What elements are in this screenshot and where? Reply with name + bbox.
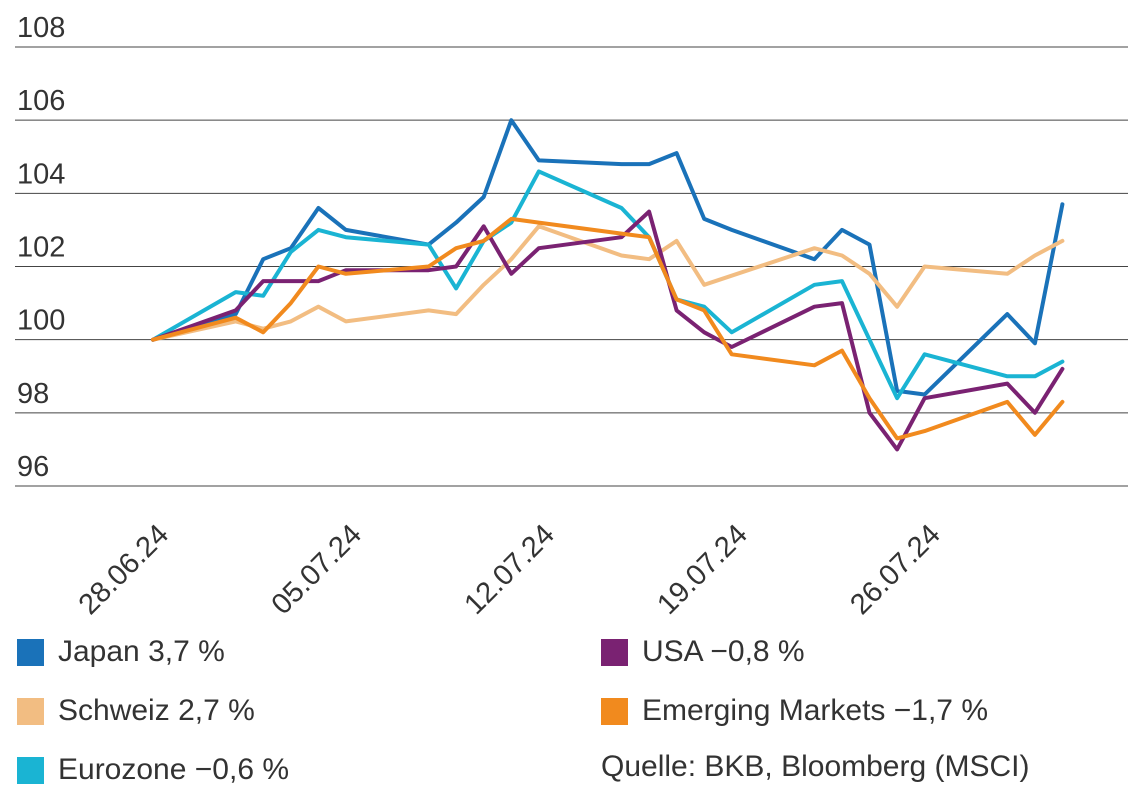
legend-swatch (601, 638, 628, 666)
y-tick-label: 98 (17, 378, 49, 410)
legend-series-name: Eurozone (58, 753, 187, 786)
legend-swatch (17, 756, 44, 784)
x-tick-label: 26.07.24 (844, 518, 946, 620)
source-note: Quelle: BKB, Bloomberg (MSCI) (601, 750, 1030, 783)
legend-item-eurozone: Eurozone −0,6 % (17, 750, 289, 790)
x-tick-label: 12.07.24 (458, 518, 560, 620)
y-tick-label: 104 (17, 158, 65, 190)
legend-swatch (601, 697, 628, 725)
legend-series-name: Schweiz (58, 694, 170, 727)
legend-series-value: 2,7 % (178, 694, 255, 727)
line-chart: 96 98 100 102 104 106 108 28.06.24 05.07.24 12.0… (15, 12, 1128, 620)
y-axis-tick-labels: 96 98 100 102 104 106 108 (17, 12, 65, 483)
x-tick-label: 19.07.24 (651, 518, 753, 620)
legend-series-value: 3,7 % (148, 635, 225, 668)
y-tick-label: 108 (17, 12, 65, 44)
series-line-emerging-markets (151, 216, 1065, 441)
legend-item-usa: USA −0,8 % (601, 632, 805, 672)
y-tick-label: 96 (17, 451, 49, 483)
x-tick-label: 05.07.24 (266, 518, 368, 620)
legend-item-schweiz: Schweiz 2,7 % (17, 691, 255, 731)
legend-item-emerging-markets: Emerging Markets −1,7 % (601, 691, 988, 731)
x-tick-label: 28.06.24 (73, 518, 175, 620)
x-axis-tick-labels: 28.06.24 05.07.24 12.07.24 19.07.24 26.07.24 (73, 518, 947, 620)
series-line-schweiz (151, 224, 1065, 342)
legend-item-japan: Japan 3,7 % (17, 632, 225, 672)
y-tick-label: 106 (17, 85, 65, 117)
series-line-usa (151, 209, 1065, 452)
legend-series-value: −0,6 % (194, 753, 290, 786)
legend-swatch (17, 638, 44, 666)
legend-series-value: −0,8 % (710, 635, 805, 668)
legend-series-name: Japan (58, 635, 140, 668)
legend-swatch (17, 697, 44, 725)
legend-series-name: USA (642, 635, 703, 668)
legend-series-name: Emerging Markets (642, 694, 886, 727)
series-lines (151, 118, 1065, 452)
y-tick-label: 102 (17, 232, 65, 264)
legend-series-value: −1,7 % (893, 694, 988, 727)
series-line-eurozone (151, 169, 1065, 401)
y-tick-label: 100 (17, 305, 65, 337)
grid-lines (15, 46, 1128, 487)
